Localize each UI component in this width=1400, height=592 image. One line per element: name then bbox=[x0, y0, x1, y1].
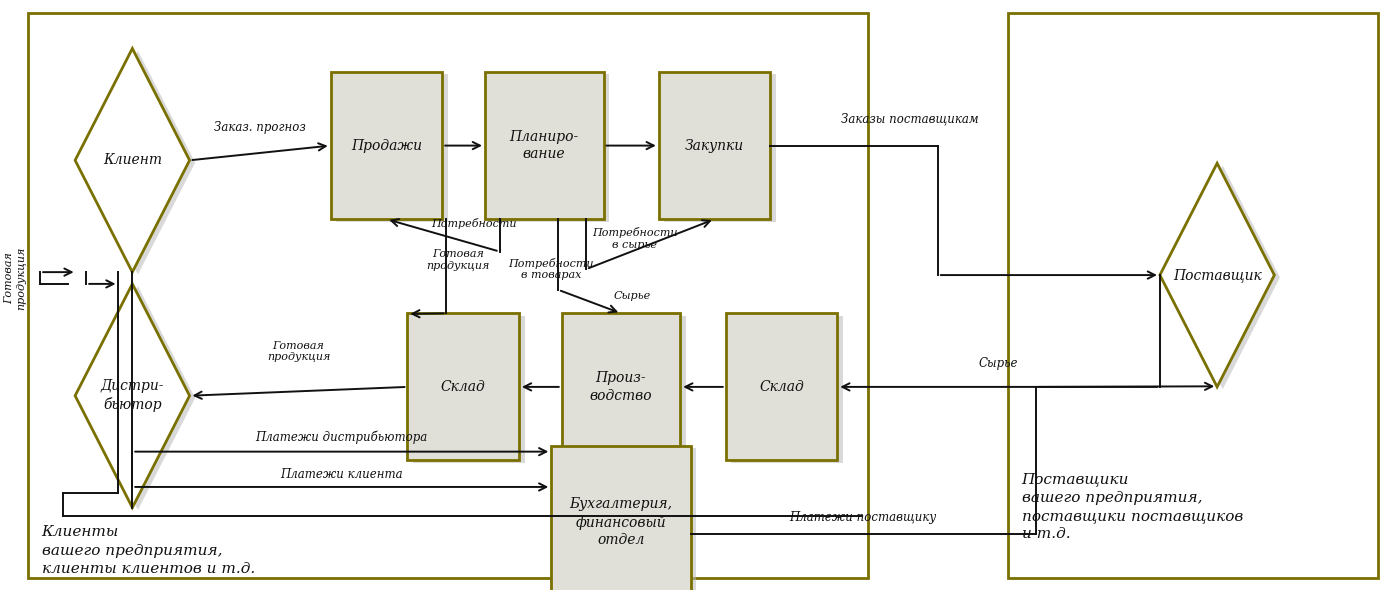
Bar bbox=[413, 316, 525, 463]
Text: Потребности
в сырье: Потребности в сырье bbox=[592, 227, 678, 250]
Bar bbox=[490, 75, 609, 221]
Text: Платежи клиента: Платежи клиента bbox=[280, 468, 403, 481]
Text: Поставщик: Поставщик bbox=[1173, 268, 1261, 282]
Bar bbox=[336, 75, 448, 221]
Bar bbox=[28, 13, 868, 578]
Text: Заказ. прогноз: Заказ. прогноз bbox=[214, 121, 307, 134]
Text: Готовая
продукция: Готовая продукция bbox=[4, 246, 27, 310]
Text: Готовая
продукция: Готовая продукция bbox=[426, 249, 490, 271]
Bar bbox=[561, 313, 680, 461]
Bar bbox=[1008, 13, 1378, 578]
Text: Сырье: Сырье bbox=[615, 291, 651, 301]
Text: Клиенты
вашего предприятия,
клиенты клиентов и т.д.: Клиенты вашего предприятия, клиенты клие… bbox=[42, 525, 255, 576]
Text: Потребности
в товарах: Потребности в товарах bbox=[508, 258, 594, 281]
Text: Платежи дистрибьютора: Платежи дистрибьютора bbox=[256, 430, 428, 443]
Text: Платежи поставщику: Платежи поставщику bbox=[790, 511, 937, 524]
Polygon shape bbox=[81, 287, 195, 510]
Bar bbox=[658, 72, 770, 219]
Polygon shape bbox=[76, 49, 189, 272]
Text: Клиент: Клиент bbox=[102, 153, 162, 168]
Bar bbox=[552, 446, 690, 592]
Bar bbox=[557, 448, 696, 592]
Bar bbox=[407, 313, 519, 461]
Text: Склад: Склад bbox=[441, 380, 486, 394]
Text: Продажи: Продажи bbox=[351, 139, 421, 153]
Polygon shape bbox=[76, 284, 189, 507]
Text: Произ-
водство: Произ- водство bbox=[589, 371, 652, 403]
Text: Сырье: Сырье bbox=[979, 357, 1018, 370]
Text: Закупки: Закупки bbox=[685, 139, 743, 153]
Polygon shape bbox=[1165, 166, 1280, 390]
Text: Планиро-
вание: Планиро- вание bbox=[510, 130, 578, 161]
Bar bbox=[731, 316, 843, 463]
Text: Заказы поставщикам: Заказы поставщикам bbox=[841, 112, 979, 126]
Polygon shape bbox=[1159, 163, 1274, 387]
Bar bbox=[330, 72, 442, 219]
Polygon shape bbox=[81, 51, 195, 275]
Text: Готовая
продукция: Готовая продукция bbox=[267, 340, 330, 362]
Text: Потребности: Потребности bbox=[431, 218, 517, 229]
Text: Склад: Склад bbox=[759, 380, 804, 394]
Bar bbox=[484, 72, 603, 219]
Bar bbox=[567, 316, 686, 463]
Text: Дистри-
бьютор: Дистри- бьютор bbox=[101, 379, 164, 412]
Bar bbox=[664, 75, 776, 221]
Bar bbox=[725, 313, 837, 461]
Text: Бухгалтерия,
финансовый
отдел: Бухгалтерия, финансовый отдел bbox=[570, 497, 672, 547]
Text: Поставщики
вашего предприятия,
поставщики поставщиков
и т.д.: Поставщики вашего предприятия, поставщик… bbox=[1022, 472, 1243, 542]
